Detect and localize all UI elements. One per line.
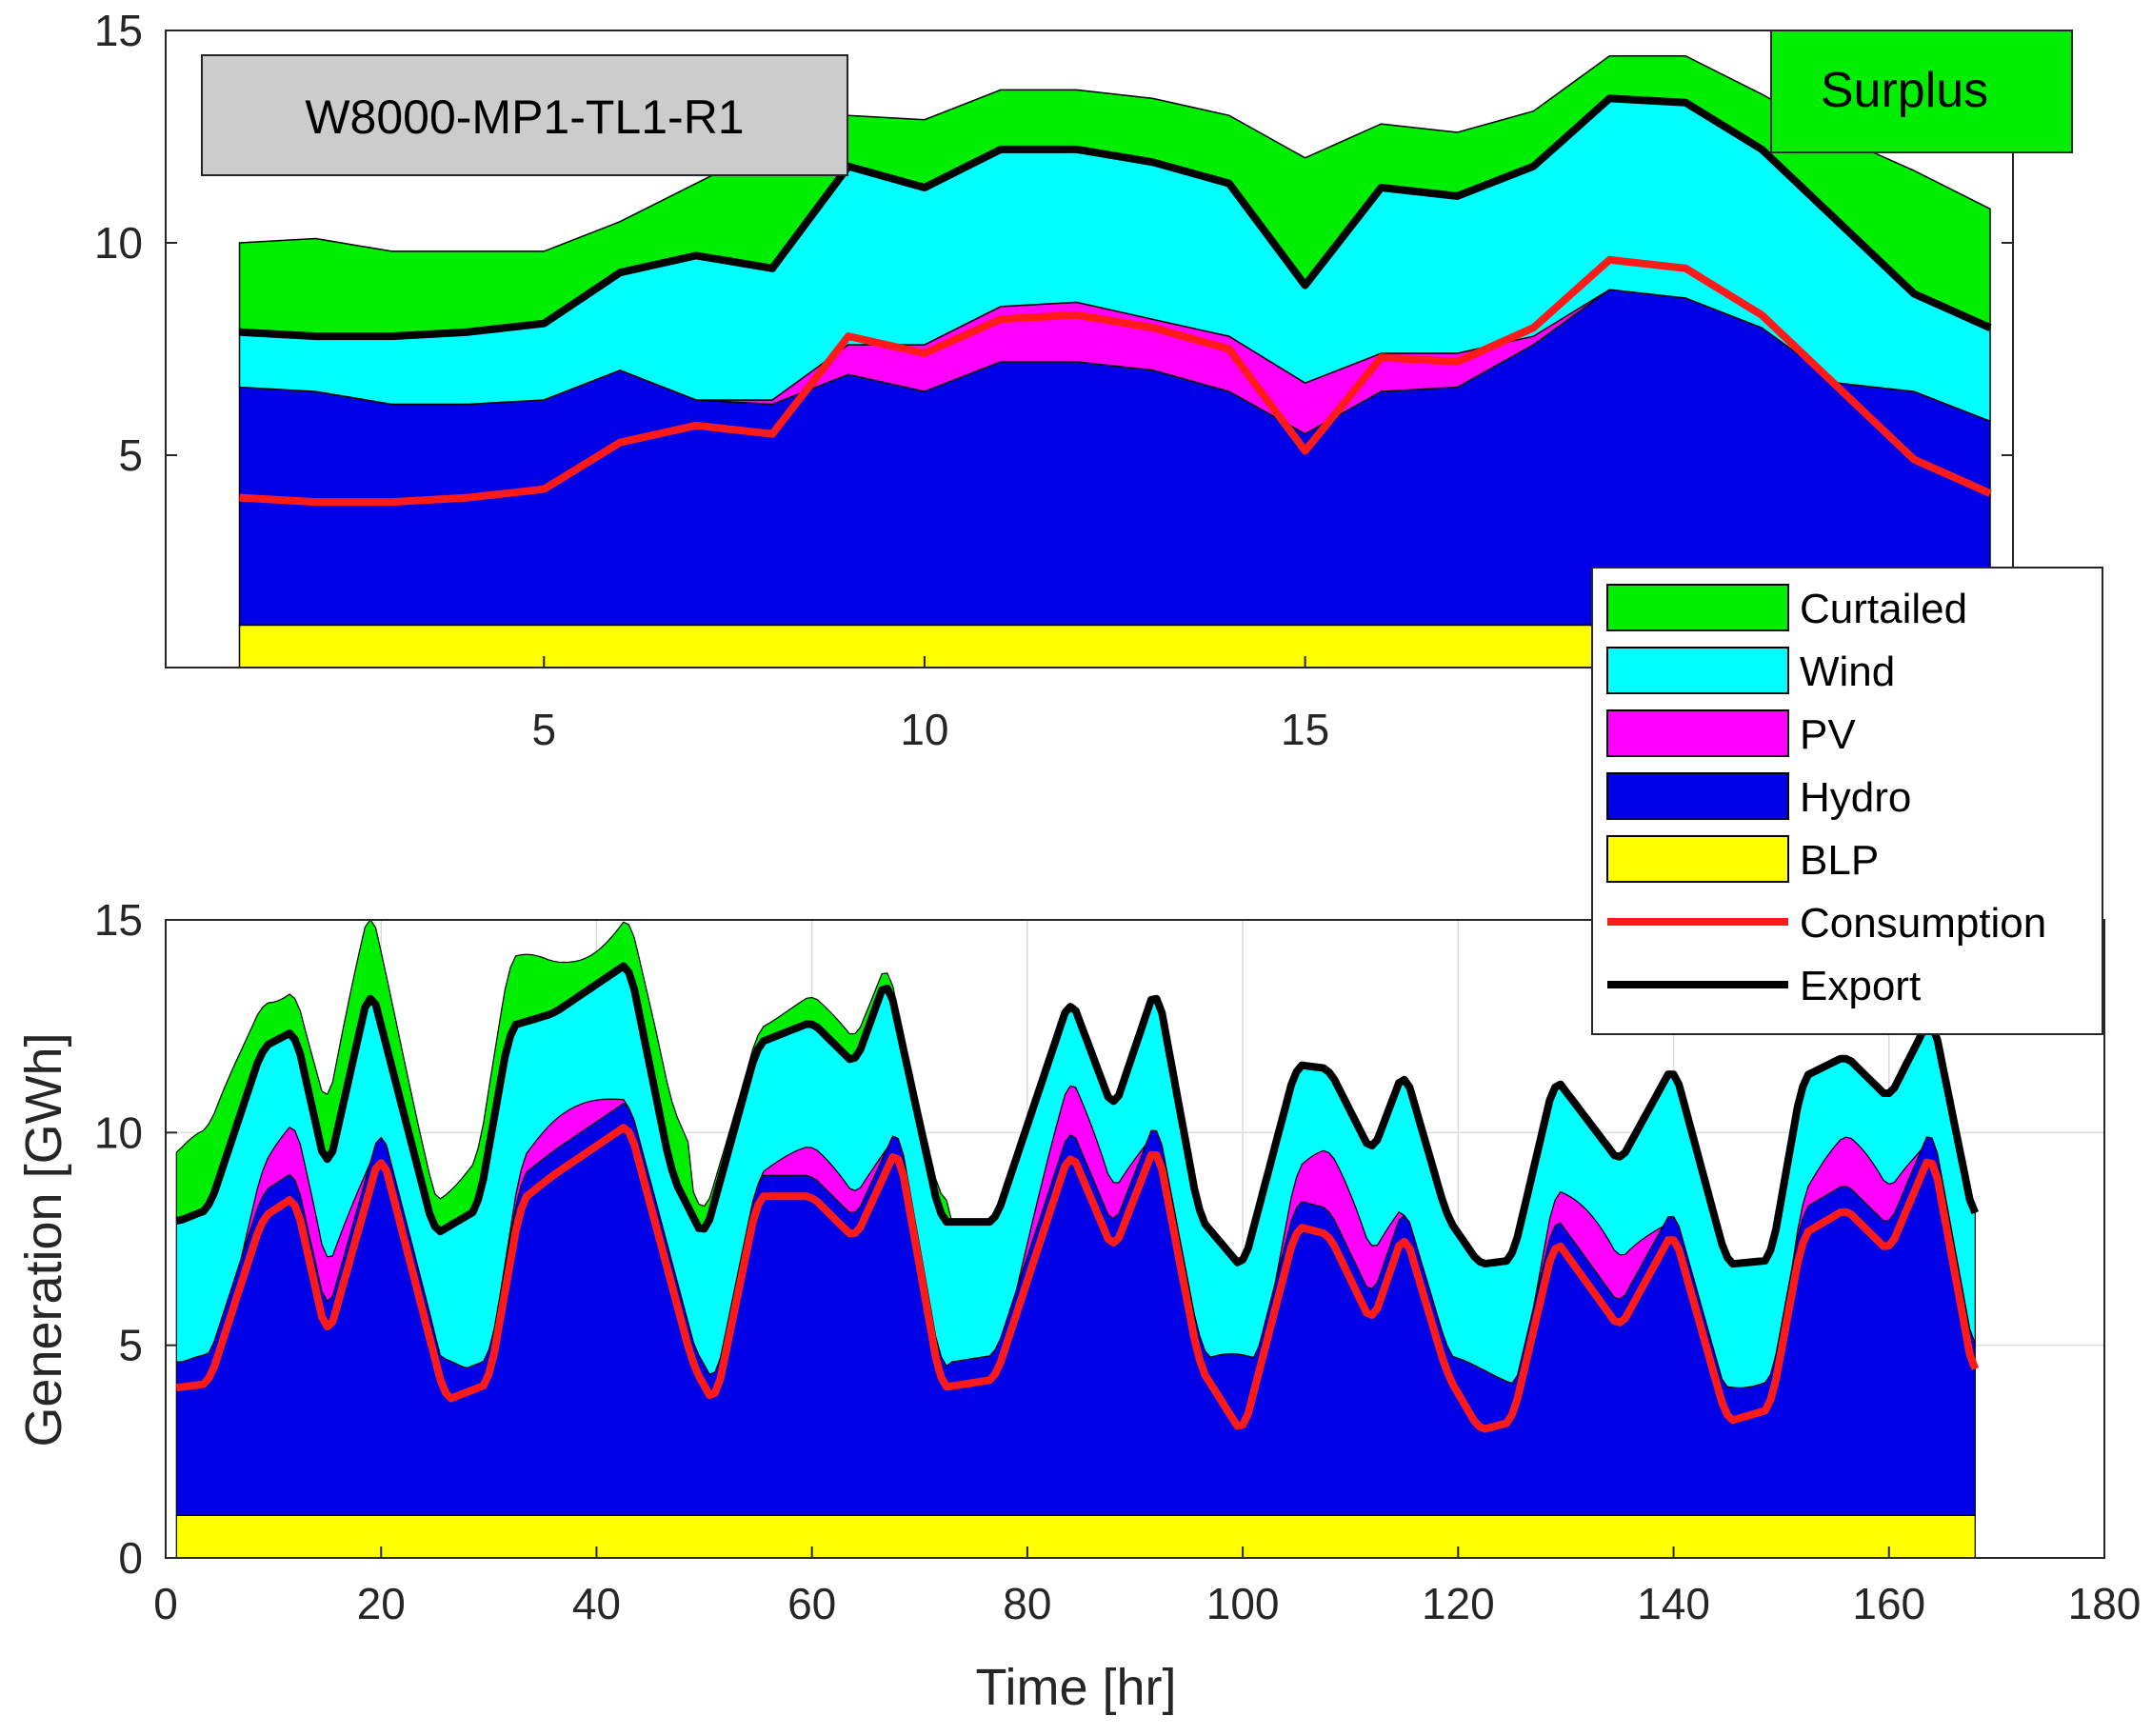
bottom-x-tick-label: 0 <box>153 1579 178 1628</box>
legend-item: Hydro <box>1606 772 1911 821</box>
bottom-x-tick-label: 60 <box>787 1579 836 1628</box>
surplus-label: Surplus <box>1821 63 1988 118</box>
bottom-x-tick-label: 160 <box>1852 1579 1925 1628</box>
bottom-axis-ticks: 0 20 40 60 80 100 120 140 160 180 0 5 10 15 <box>94 895 2142 1628</box>
x-axis-label: Time [hr] <box>975 1659 1176 1716</box>
legend-item: PV <box>1606 709 1856 758</box>
top-y-tick-label: 5 <box>118 430 143 480</box>
top-y-tick-label: 15 <box>94 6 143 55</box>
bottom-x-tick-label: 100 <box>1206 1579 1280 1628</box>
legend-swatch <box>1606 647 1789 694</box>
top-y-tick-label: 10 <box>94 218 143 268</box>
scenario-label-background <box>201 54 848 176</box>
bottom-lines <box>175 962 1980 1433</box>
bottom-x-tick-label: 20 <box>357 1579 406 1628</box>
bottom-x-tick-label: 120 <box>1422 1579 1495 1628</box>
top-x-tick-label: 10 <box>900 705 948 754</box>
bottom-axes-border <box>165 919 2105 1559</box>
legend: Curtailed Wind PV Hydro BLP Consumption Export <box>1591 567 2103 1035</box>
top-line-consumption <box>239 255 1992 507</box>
bottom-y-tick-label: 0 <box>118 1533 143 1583</box>
legend-swatch <box>1606 835 1789 883</box>
bottom-x-tick-label: 40 <box>572 1579 621 1628</box>
legend-label: Export <box>1800 963 1921 1009</box>
legend-swatch <box>1606 584 1789 631</box>
bottom-stacked-areas <box>175 918 1976 1559</box>
legend-item: Curtailed <box>1606 584 1967 632</box>
legend-item: Consumption <box>1607 900 2046 947</box>
legend-item: BLP <box>1606 835 1879 884</box>
top-lines <box>239 94 1992 507</box>
surplus-label-background <box>1770 30 2073 153</box>
bottom-y-tick-label: 5 <box>118 1321 143 1370</box>
top-line-export <box>239 94 1992 341</box>
scenario-label: W8000-MP1-TL1-R1 <box>305 90 744 144</box>
bottom-x-tick-label: 80 <box>1003 1579 1051 1628</box>
top-axes-border <box>165 30 2014 668</box>
y-axis-label: Generation [GWh] <box>15 1032 72 1447</box>
bottom-area-blp <box>175 1514 1976 1559</box>
legend-label: Hydro <box>1800 774 1911 821</box>
top-x-tick-label: 15 <box>1281 705 1329 754</box>
legend-label: BLP <box>1800 837 1879 884</box>
bottom-panel: 0 20 40 60 80 100 120 140 160 180 0 5 10 15 Time [hr]… <box>15 895 2141 1716</box>
bottom-y-tick-label: 15 <box>94 895 143 945</box>
bottom-line-export <box>175 962 1980 1268</box>
legend-items: Curtailed Wind PV Hydro BLP Consumption Export <box>1606 584 2046 1009</box>
top-x-tick-label: 5 <box>531 705 556 754</box>
legend-label: Curtailed <box>1800 586 1967 632</box>
bottom-x-tick-label: 140 <box>1637 1579 1710 1628</box>
legend-swatch <box>1606 772 1789 820</box>
top-panel: 5 10 15 5 10 15 W8000-MP1-TL1-R1 Surplus <box>94 6 2073 754</box>
legend-item: Wind <box>1606 647 1895 695</box>
surplus-label-box: Surplus <box>1770 30 2073 153</box>
legend-label: Consumption <box>1800 900 2046 947</box>
bottom-y-tick-label: 10 <box>94 1107 143 1157</box>
bottom-line-consumption <box>176 1124 1980 1433</box>
bottom-x-tick-label: 180 <box>2068 1579 2142 1628</box>
legend-swatch <box>1606 709 1789 757</box>
legend-label: Wind <box>1800 649 1895 695</box>
top-axis-ticks: 5 10 15 5 10 15 <box>94 6 2014 754</box>
legend-item: Export <box>1607 963 1921 1009</box>
top-stacked-areas <box>238 55 1991 668</box>
scenario-label-box: W8000-MP1-TL1-R1 <box>201 54 848 176</box>
legend-label: PV <box>1800 711 1856 758</box>
